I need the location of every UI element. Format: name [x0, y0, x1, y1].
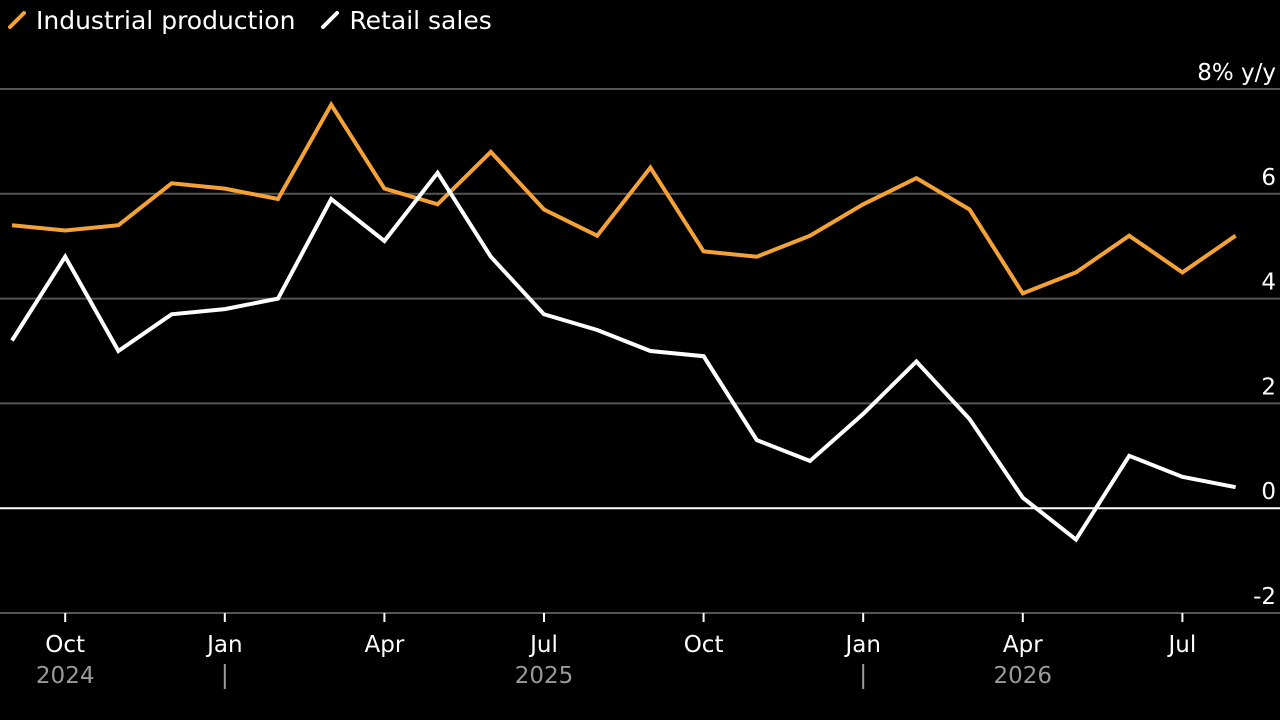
- series-line: [11, 100, 1237, 296]
- legend-item-industrial-production: Industrial production: [8, 6, 295, 35]
- x-tick-label: Jan: [205, 632, 242, 658]
- x-tick-label: Jul: [1167, 632, 1197, 658]
- legend: Industrial production Retail sales: [8, 2, 492, 38]
- y-tick-label: 8% y/y: [1197, 60, 1276, 86]
- y-tick-label: 6: [1261, 165, 1276, 191]
- x-tick-label: Apr: [365, 632, 405, 658]
- series-line: [10, 169, 1236, 543]
- year-label: 2025: [515, 663, 574, 689]
- y-tick-label: 2: [1261, 374, 1276, 400]
- year-label: 2024: [36, 663, 95, 689]
- legend-item-retail-sales: Retail sales: [321, 5, 492, 35]
- legend-slash-icon: [321, 11, 340, 29]
- x-tick-label: Jan: [843, 632, 880, 658]
- y-tick-label: 4: [1261, 270, 1276, 296]
- y-tick-label: 0: [1261, 479, 1276, 505]
- y-tick-label: -2: [1253, 584, 1276, 610]
- legend-slash-icon: [8, 11, 26, 29]
- x-tick-label: Jul: [528, 632, 558, 658]
- x-tick-label: Apr: [1003, 632, 1043, 658]
- x-tick-label: Oct: [45, 632, 85, 658]
- legend-label: Industrial production: [36, 5, 296, 35]
- legend-label: Retail sales: [349, 5, 492, 35]
- year-label: 2026: [994, 663, 1053, 689]
- x-tick-label: Oct: [684, 632, 724, 658]
